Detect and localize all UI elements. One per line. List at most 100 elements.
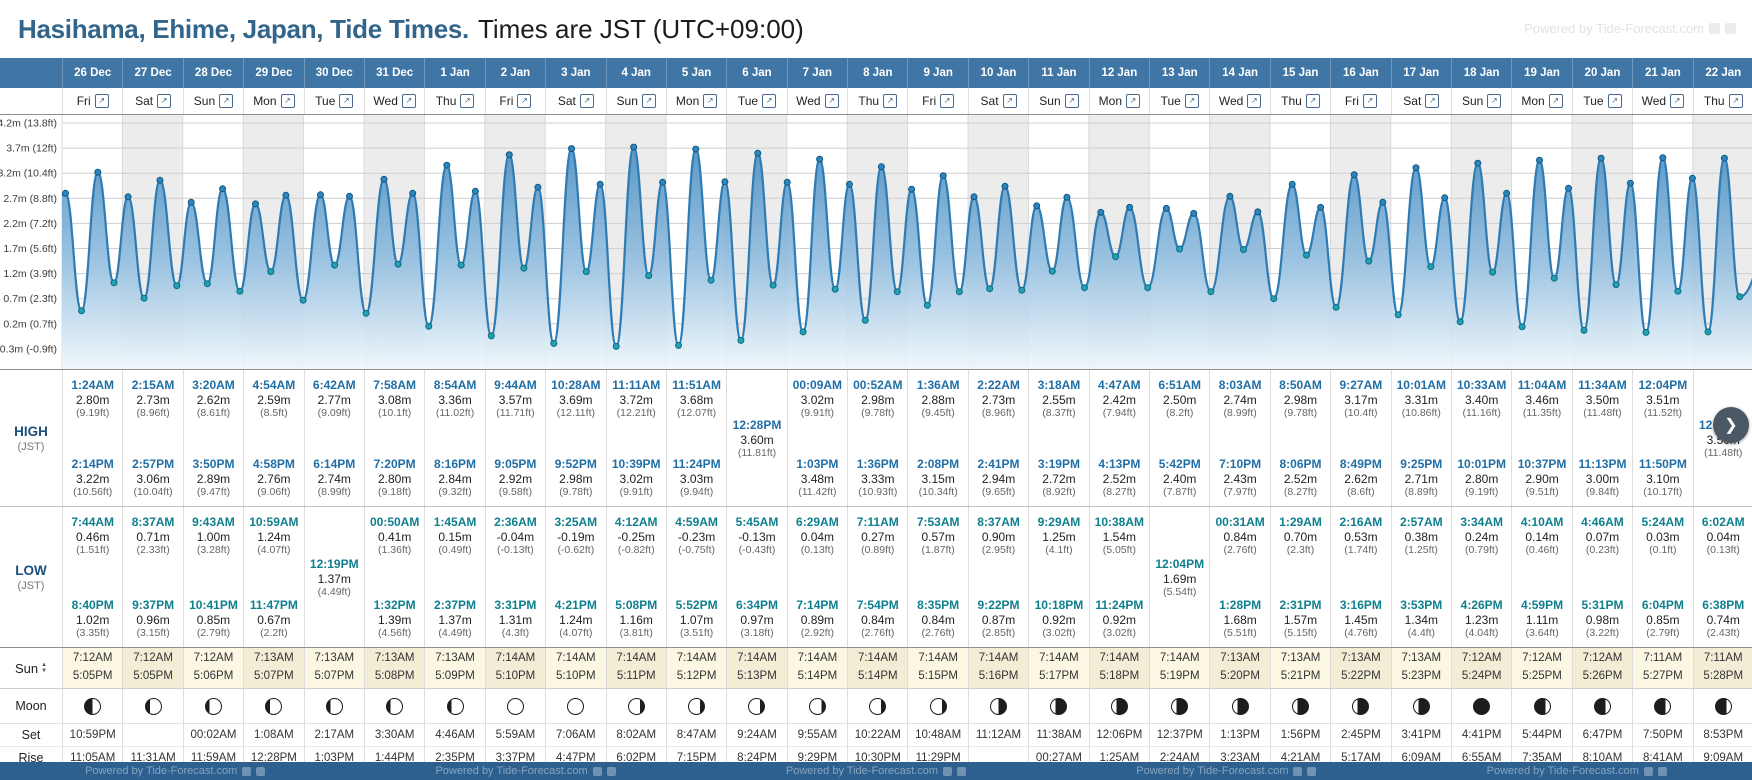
- high-tide-entry: 9:52PM 2.98m (9.78ft): [546, 457, 605, 498]
- set-row: Set 10:59PM 00:02AM 1:08AM 2:17AM 3:30AM 4:46A…: [0, 724, 1752, 747]
- tide-high-marker: [1190, 209, 1198, 217]
- high-tide-cell: 3:20AM 2.62m (8.61ft) 3:50PM 2.89m (9.47ft): [182, 370, 243, 506]
- tide-high-marker: [659, 178, 667, 186]
- external-link-icon[interactable]: ↗: [1002, 94, 1017, 108]
- day-cell[interactable]: Tue ↗: [303, 88, 364, 114]
- day-cell[interactable]: Wed ↗: [786, 88, 847, 114]
- external-link-icon[interactable]: ↗: [579, 94, 594, 108]
- external-link-icon[interactable]: ↗: [157, 94, 172, 108]
- tide-height-ft: (9.65ft): [981, 486, 1016, 498]
- high-tide-entry: 00:09AM 3.02m (9.91ft): [788, 378, 847, 419]
- day-cell[interactable]: Sat ↗: [545, 88, 605, 114]
- external-link-icon[interactable]: ↗: [1305, 94, 1320, 108]
- day-cell[interactable]: Thu ↗: [847, 88, 907, 114]
- sunset-time: 5:15PM: [918, 670, 958, 682]
- day-cell[interactable]: Thu ↗: [1269, 88, 1330, 114]
- external-link-icon[interactable]: ↗: [824, 94, 839, 108]
- day-cell[interactable]: Sun ↗: [1450, 88, 1511, 114]
- day-cell[interactable]: Thu ↗: [1692, 88, 1752, 114]
- moon-cell: [1450, 689, 1511, 723]
- external-link-icon[interactable]: ↗: [517, 94, 532, 108]
- external-link-icon[interactable]: ↗: [401, 94, 416, 108]
- sunset-time: 5:12PM: [676, 670, 717, 682]
- day-cell[interactable]: Sat ↗: [122, 88, 182, 114]
- tide-time: 4:12AM: [614, 515, 658, 529]
- day-cell[interactable]: Tue ↗: [726, 88, 786, 114]
- tide-low-marker: [675, 341, 682, 349]
- day-cell[interactable]: Tue ↗: [1571, 88, 1632, 114]
- external-link-icon[interactable]: ↗: [703, 94, 718, 108]
- day-cell[interactable]: Fri ↗: [484, 88, 545, 114]
- tide-height-ft: (9.19ft): [76, 407, 110, 419]
- tide-high-marker: [219, 185, 227, 193]
- day-cell[interactable]: Sun ↗: [1028, 88, 1088, 114]
- external-link-icon[interactable]: ↗: [1728, 94, 1743, 108]
- sun-row-label[interactable]: Sun ▲ ▼: [0, 648, 62, 688]
- tide-time: 9:05PM: [494, 457, 537, 471]
- sun-times-cell: 7:14AM 5:17PM: [1028, 648, 1089, 688]
- tide-height-m: 1.25m: [1042, 530, 1076, 544]
- tide-height-ft: (3.18ft): [740, 627, 774, 639]
- tide-height-ft: (9.78ft): [861, 407, 895, 419]
- day-cell[interactable]: Sat ↗: [967, 88, 1028, 114]
- external-link-icon[interactable]: ↗: [1425, 94, 1440, 108]
- external-link-icon[interactable]: ↗: [219, 94, 234, 108]
- low-tide-entry: 7:11AM 0.27m (0.89ft): [848, 515, 907, 556]
- day-cell[interactable]: Wed ↗: [1209, 88, 1269, 114]
- external-link-icon[interactable]: ↗: [641, 94, 656, 108]
- day-cell[interactable]: Thu ↗: [424, 88, 484, 114]
- day-cell[interactable]: Sun ↗: [182, 88, 243, 114]
- external-link-icon[interactable]: ↗: [762, 94, 777, 108]
- high-tide-entry: 11:34AM 3.50m (11.48ft): [1573, 378, 1632, 419]
- tide-time: 8:54AM: [433, 378, 477, 392]
- external-link-icon[interactable]: ↗: [94, 94, 109, 108]
- moon-set-cell: 7:06AM: [545, 724, 605, 746]
- moon-set-cell: 11:38AM: [1028, 724, 1088, 746]
- low-tide-entry: 6:38PM 0.74m (2.43ft): [1694, 598, 1752, 639]
- moon-phase-icon: [1352, 697, 1370, 715]
- day-cell[interactable]: Fri ↗: [907, 88, 967, 114]
- external-link-icon[interactable]: ↗: [460, 94, 475, 108]
- external-link-icon[interactable]: ↗: [1487, 94, 1502, 108]
- day-cell[interactable]: Wed ↗: [1632, 88, 1692, 114]
- tide-height-m: 1.37m: [317, 571, 351, 586]
- external-link-icon[interactable]: ↗: [883, 94, 898, 108]
- next-days-button[interactable]: ❯: [1713, 407, 1749, 443]
- sun-expand-icon[interactable]: ▲ ▼: [41, 662, 47, 674]
- moon-phase-icon: [1533, 697, 1551, 715]
- day-cell[interactable]: Sun ↗: [605, 88, 666, 114]
- moon-rise-cell: 5:17AM: [1330, 747, 1390, 769]
- tide-height-ft: (-0.82ft): [617, 544, 655, 556]
- day-cell[interactable]: Tue ↗: [1149, 88, 1209, 114]
- tide-low-marker: [457, 261, 465, 269]
- high-tide-entry: 8:16PM 2.84m (9.32ft): [425, 457, 484, 498]
- day-cell[interactable]: Sat ↗: [1390, 88, 1451, 114]
- social-icon: [1657, 766, 1667, 776]
- external-link-icon[interactable]: ↗: [940, 94, 955, 108]
- low-row-label: LOW (JST): [0, 507, 62, 647]
- external-link-icon[interactable]: ↗: [1670, 94, 1685, 108]
- tide-low-marker: [203, 280, 211, 288]
- day-cell[interactable]: Mon ↗: [1088, 88, 1149, 114]
- external-link-icon[interactable]: ↗: [339, 94, 354, 108]
- external-link-icon[interactable]: ↗: [1548, 94, 1563, 108]
- day-cell[interactable]: Mon ↗: [243, 88, 303, 114]
- sun-label: Sun: [14, 660, 39, 676]
- external-link-icon[interactable]: ↗: [280, 94, 295, 108]
- day-cell[interactable]: Mon ↗: [665, 88, 726, 114]
- moon-rise-cell: 9:29PM: [786, 747, 847, 769]
- external-link-icon[interactable]: ↗: [1607, 94, 1622, 108]
- external-link-icon[interactable]: ↗: [1064, 94, 1079, 108]
- day-cell[interactable]: Mon ↗: [1511, 88, 1571, 114]
- day-cell[interactable]: Fri ↗: [62, 88, 122, 114]
- low-tide-entry: 7:54PM 0.84m (2.76ft): [848, 598, 907, 639]
- date-header-cell: 31 Dec: [363, 58, 424, 88]
- external-link-icon[interactable]: ↗: [1247, 94, 1262, 108]
- day-cell[interactable]: Fri ↗: [1330, 88, 1390, 114]
- external-link-icon[interactable]: ↗: [1184, 94, 1199, 108]
- external-link-icon[interactable]: ↗: [1126, 94, 1140, 108]
- external-link-icon[interactable]: ↗: [1362, 94, 1377, 108]
- y-axis-label: -0.3m (-0.9ft): [0, 343, 57, 355]
- high-tide-entry: 10:37PM 2.90m (9.51ft): [1512, 457, 1571, 498]
- day-cell[interactable]: Wed ↗: [363, 88, 424, 114]
